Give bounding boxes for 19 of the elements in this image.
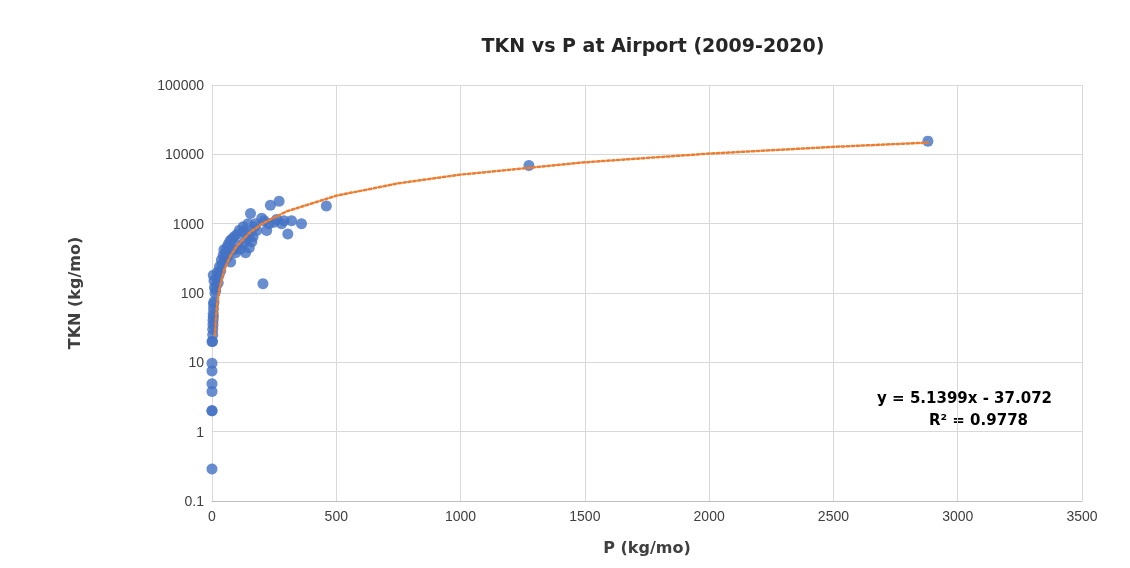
y-tick-label: 0.1 <box>184 493 205 509</box>
y-axis-title: TKN (kg/mo) <box>64 236 84 350</box>
y-tick-label: 10 <box>188 354 205 371</box>
x-tick-label: 500 <box>324 508 349 524</box>
x-axis-title: P (kg/mo) <box>603 537 691 557</box>
x-tick-label: 1500 <box>569 508 601 524</box>
x-tick-label: 1000 <box>444 508 477 524</box>
x-tick-label: 2000 <box>693 508 725 524</box>
x-tick-label: 2500 <box>817 508 850 524</box>
x-tick-label: 3000 <box>942 508 974 524</box>
x-tick-label: 0 <box>208 508 217 524</box>
y-tick-label: 100 <box>180 285 205 301</box>
chart-title: TKN vs P at Airport (2009-2020) <box>481 33 825 56</box>
y-tick-label: 1000 <box>172 215 205 232</box>
y-tick-label: 100000 <box>157 77 205 93</box>
annotation: y = 5.1399x - 37.072 <box>877 388 1052 407</box>
x-tick-label: 3500 <box>1066 508 1098 524</box>
y-tick-label: 10000 <box>165 146 205 163</box>
y-tick-label: 1 <box>196 423 205 440</box>
